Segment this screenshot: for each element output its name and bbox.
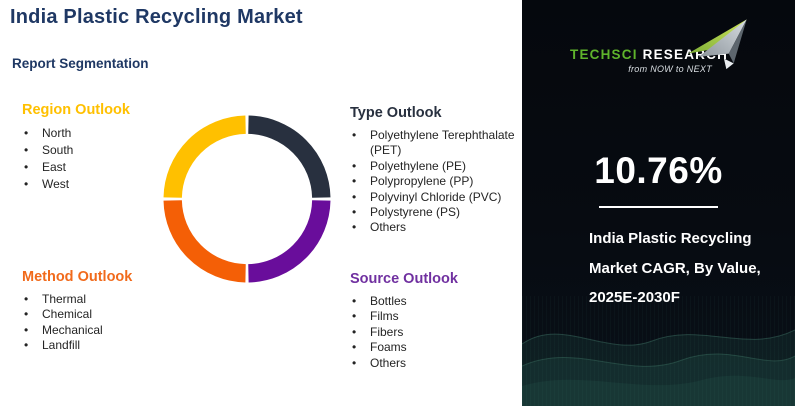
list-item-label: Fibers (370, 324, 404, 339)
cagr-caption-line-3: 2025E-2030F (589, 289, 680, 306)
list-item-label: Polypropylene (PP) (370, 174, 474, 189)
bullet-icon: • (24, 177, 29, 191)
donut-segment-2 (163, 199, 247, 283)
bullet-icon: • (24, 160, 29, 174)
bullet-icon: • (24, 143, 29, 157)
bullet-icon: • (352, 128, 357, 142)
bullet-icon: • (24, 126, 29, 140)
list-item: • North (22, 125, 172, 142)
brand-logo: TechSci Research from NOW to NEXT (522, 0, 795, 100)
brand-research: Research (642, 47, 729, 62)
brand-panel: TechSci Research from NOW to NEXT (522, 0, 795, 406)
section-method: Method Outlook • Thermal • Chemical • Mechani… (22, 269, 192, 354)
list-item-label: West (42, 177, 70, 191)
bullet-icon: • (352, 205, 357, 220)
page-title: India Plastic Recycling Market (10, 6, 303, 28)
method-list: • Thermal • Chemical • Mechanical • Landfill (22, 292, 192, 354)
list-item-label: Polystyrene (PS) (370, 205, 461, 220)
bullet-icon: • (24, 292, 29, 306)
brand-techsci: TechSci (570, 47, 638, 62)
cagr-caption: India Plastic Recycling Market CAGR, By … (589, 224, 779, 313)
list-item-label: East (42, 160, 67, 174)
list-item-label: Foams (370, 340, 407, 355)
region-list: • North • South • East • West (22, 125, 172, 193)
section-source: Source Outlook • Bottles • Films • Fibers • Foa… (350, 271, 510, 371)
bullet-icon: • (352, 189, 357, 204)
brand-wordmark: TechSci Research (570, 47, 727, 62)
list-item-label: Films (370, 309, 399, 324)
source-heading: Source Outlook (350, 271, 458, 287)
list-item: • Polypropylene (PP) (350, 174, 520, 189)
list-item: • Mechanical (22, 323, 192, 338)
list-item-label: North (42, 126, 72, 140)
logo-tagline: from NOW to NEXT (628, 64, 712, 74)
method-heading: Method Outlook (22, 269, 133, 285)
bullet-icon: • (352, 309, 357, 324)
list-item: • West (22, 176, 172, 193)
list-item-label: Others (370, 220, 407, 235)
bullet-icon: • (24, 322, 29, 337)
list-item-label: Thermal (42, 292, 87, 306)
type-heading: Type Outlook (350, 105, 442, 121)
bullet-icon: • (352, 340, 357, 355)
list-item-label: Polyethylene (PE) (370, 158, 467, 173)
type-list: • Polyethylene Terephthalate (PET) • Polyet… (350, 128, 520, 236)
donut-segment-0 (247, 115, 331, 199)
list-item: • South (22, 142, 172, 159)
list-item: • Thermal (22, 292, 192, 307)
cagr-value: 10.76% (594, 150, 723, 191)
list-item: • Polyvinyl Chloride (PVC) (350, 190, 520, 205)
list-item: • Others (350, 356, 510, 371)
list-item-label: Bottles (370, 294, 407, 308)
cagr-divider (599, 206, 718, 208)
bullet-icon: • (352, 220, 357, 235)
list-item-label: Landfill (42, 338, 81, 353)
region-heading: Region Outlook (22, 102, 130, 118)
donut-segment-3 (163, 115, 247, 199)
bullet-icon: • (352, 174, 357, 189)
list-item-label: South (42, 143, 74, 157)
donut-chart (163, 115, 331, 283)
bullet-icon: • (352, 294, 357, 308)
list-item: • Others (350, 220, 520, 235)
list-item-label: Mechanical (42, 322, 103, 337)
list-item: • Foams (350, 340, 510, 355)
section-region: Region Outlook • North • South • East • West (22, 102, 172, 193)
list-item-label: Polyvinyl Chloride (PVC) (370, 189, 502, 204)
wave-pattern (522, 329, 795, 406)
source-list: • Bottles • Films • Fibers • Foams • Others (350, 294, 510, 371)
bullet-icon: • (24, 307, 29, 322)
list-item: • Polyethylene (PE) (350, 159, 520, 174)
list-item: • Polyethylene Terephthalate (PET) (350, 128, 520, 159)
cagr-caption-line-1: India Plastic Recycling (589, 230, 752, 247)
list-item: • Polystyrene (PS) (350, 205, 520, 220)
report-subtitle: Report Segmentation (12, 56, 149, 71)
bullet-icon: • (352, 158, 357, 173)
list-item: • Chemical (22, 307, 192, 322)
section-type: Type Outlook • Polyethylene Terephthalate… (350, 105, 520, 236)
donut-segment-1 (247, 199, 331, 283)
list-item: • East (22, 159, 172, 176)
list-item: • Bottles (350, 294, 510, 309)
list-item-label: Polyethylene Terephthalate (PET) (370, 128, 515, 158)
list-item-label: Others (370, 355, 407, 370)
bullet-icon: • (352, 324, 357, 339)
list-item-label: Chemical (42, 307, 93, 322)
list-item: • Fibers (350, 325, 510, 340)
list-item: • Films (350, 309, 510, 324)
segmentation-donut-wrap (159, 111, 335, 287)
list-item: • Landfill (22, 338, 192, 353)
bullet-icon: • (24, 338, 29, 353)
cagr-caption-line-2: Market CAGR, By Value, (589, 259, 761, 277)
bullet-icon: • (352, 355, 357, 370)
paper-plane-icon (688, 19, 747, 70)
